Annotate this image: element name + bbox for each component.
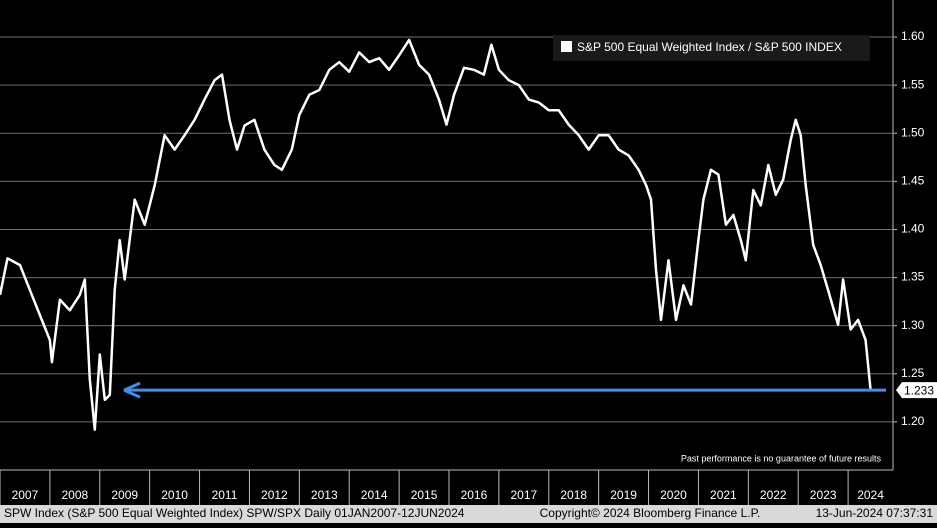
footer-center: Copyright© 2024 Bloomberg Finance L.P.: [540, 506, 761, 520]
x-tick-label: 2021: [710, 488, 737, 502]
y-tick-label: 1.20: [901, 414, 925, 428]
last-value-tag: [896, 382, 937, 399]
y-tick-label: 1.25: [901, 366, 925, 380]
x-tick-label: 2024: [857, 488, 884, 502]
x-tick-label: 2010: [161, 488, 188, 502]
x-tick-label: 2015: [411, 488, 438, 502]
x-tick-label: 2019: [610, 488, 637, 502]
x-tick-label: 2012: [261, 488, 288, 502]
y-tick-label: 1.55: [901, 77, 925, 91]
y-tick-label: 1.50: [901, 125, 925, 139]
x-tick-label: 2013: [311, 488, 338, 502]
y-tick-label: 1.30: [901, 318, 925, 332]
last-value-label: 1.233: [904, 383, 934, 397]
x-tick-label: 2011: [212, 488, 238, 502]
x-tick-label: 2022: [760, 488, 787, 502]
x-tick-label: 2009: [111, 488, 138, 502]
x-tick-label: 2016: [461, 488, 488, 502]
legend-swatch: [561, 41, 572, 52]
legend-label: S&P 500 Equal Weighted Index / S&P 500 I…: [577, 40, 842, 54]
series-line: [0, 38, 872, 431]
x-tick-label: 2018: [560, 488, 587, 502]
arrow-head: [123, 381, 141, 399]
x-tick-label: 2017: [510, 488, 537, 502]
y-tick-label: 1.60: [901, 29, 925, 43]
x-tick-label: 2023: [810, 488, 837, 502]
y-tick-label: 1.40: [901, 222, 925, 236]
x-tick-label: 2020: [660, 488, 687, 502]
footer-left: SPW Index (S&P 500 Equal Weighted Index)…: [4, 506, 465, 520]
x-tick-label: 2014: [361, 488, 388, 502]
footer-right: 13-Jun-2024 07:37:31: [816, 506, 934, 520]
y-tick-label: 1.45: [901, 174, 925, 188]
y-tick-label: 1.35: [901, 270, 925, 284]
x-tick-label: 2008: [61, 488, 88, 502]
disclaimer: Past performance is no guarantee of futu…: [681, 453, 882, 463]
x-tick-label: 2007: [12, 488, 39, 502]
footer-bar: [0, 505, 937, 523]
legend-box: [553, 35, 870, 61]
